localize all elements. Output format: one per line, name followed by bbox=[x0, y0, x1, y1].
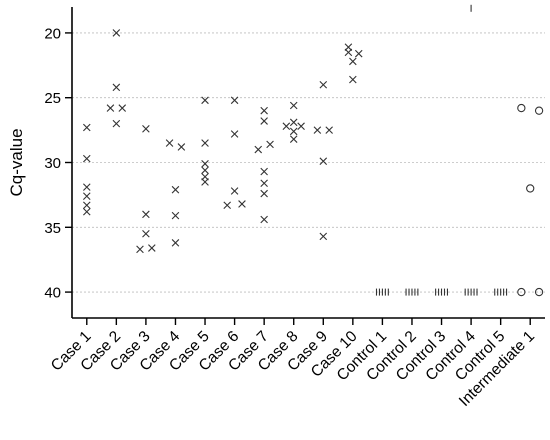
data-point-x bbox=[313, 126, 322, 134]
data-point-x bbox=[82, 123, 91, 132]
data-point-x bbox=[82, 192, 91, 200]
data-point-x bbox=[142, 210, 150, 219]
y-axis: 20 25 30 35 40 bbox=[44, 7, 73, 318]
data-point-x bbox=[260, 215, 268, 224]
data-point-x bbox=[289, 135, 298, 143]
data-point-x bbox=[289, 101, 298, 110]
data-point-x bbox=[354, 49, 363, 58]
data-point-x bbox=[319, 157, 328, 165]
data-point-x bbox=[349, 57, 357, 66]
data-point-x bbox=[260, 167, 268, 176]
data-point-circle bbox=[526, 184, 535, 193]
data-point-x bbox=[344, 48, 353, 57]
data-point-x bbox=[254, 145, 263, 154]
data-point-x bbox=[201, 160, 209, 168]
data-point-x bbox=[282, 122, 291, 131]
y-tick-label: 25 bbox=[44, 90, 61, 107]
data-point-x bbox=[201, 178, 209, 186]
data-point-x bbox=[319, 232, 328, 241]
data-point-x bbox=[319, 80, 328, 89]
data-point-circle bbox=[534, 106, 544, 115]
data-point-x bbox=[177, 143, 186, 151]
y-tick-label: 40 bbox=[44, 285, 61, 302]
data-point-x bbox=[112, 83, 121, 92]
data-marks bbox=[82, 4, 544, 297]
data-point-x bbox=[82, 154, 91, 163]
data-point-circle bbox=[517, 287, 526, 297]
data-point-x bbox=[325, 126, 333, 134]
data-point-x bbox=[82, 207, 91, 216]
data-point-x bbox=[142, 125, 150, 133]
data-point-x bbox=[112, 119, 121, 128]
data-point-x bbox=[238, 200, 246, 208]
data-point-x bbox=[82, 183, 91, 191]
data-point-x bbox=[201, 96, 209, 105]
data-point-x bbox=[201, 166, 209, 175]
data-point-x bbox=[223, 201, 231, 210]
data-point-circle bbox=[517, 103, 526, 113]
y-tick-label: 20 bbox=[44, 25, 61, 42]
data-point-x bbox=[230, 96, 239, 105]
data-point-x bbox=[171, 239, 180, 247]
y-axis-title: Cq-value bbox=[7, 128, 26, 196]
data-point-x bbox=[260, 117, 268, 125]
data-point-x bbox=[289, 127, 298, 136]
data-point-x bbox=[136, 245, 144, 254]
data-point-x bbox=[171, 185, 180, 194]
data-point-x bbox=[118, 104, 127, 112]
data-point-circle bbox=[534, 287, 544, 297]
data-point-x bbox=[82, 201, 91, 210]
data-point-x bbox=[260, 189, 268, 198]
data-point-x bbox=[230, 130, 239, 138]
y-tick-label: 30 bbox=[44, 155, 61, 172]
data-point-x bbox=[106, 104, 115, 112]
data-point-x bbox=[171, 211, 180, 220]
y-tick-label: 35 bbox=[44, 220, 61, 237]
data-point-x bbox=[201, 139, 209, 147]
data-point-x bbox=[165, 139, 174, 147]
data-point-x bbox=[297, 122, 305, 131]
data-point-x bbox=[260, 106, 268, 115]
data-point-x bbox=[349, 75, 357, 84]
data-point-x bbox=[289, 118, 298, 127]
gridlines bbox=[72, 32, 545, 293]
data-point-x bbox=[148, 244, 156, 252]
data-point-x bbox=[266, 140, 274, 149]
data-point-x bbox=[112, 29, 121, 37]
data-point-x bbox=[260, 179, 268, 188]
data-point-x bbox=[230, 187, 239, 195]
data-point-x bbox=[142, 229, 150, 238]
